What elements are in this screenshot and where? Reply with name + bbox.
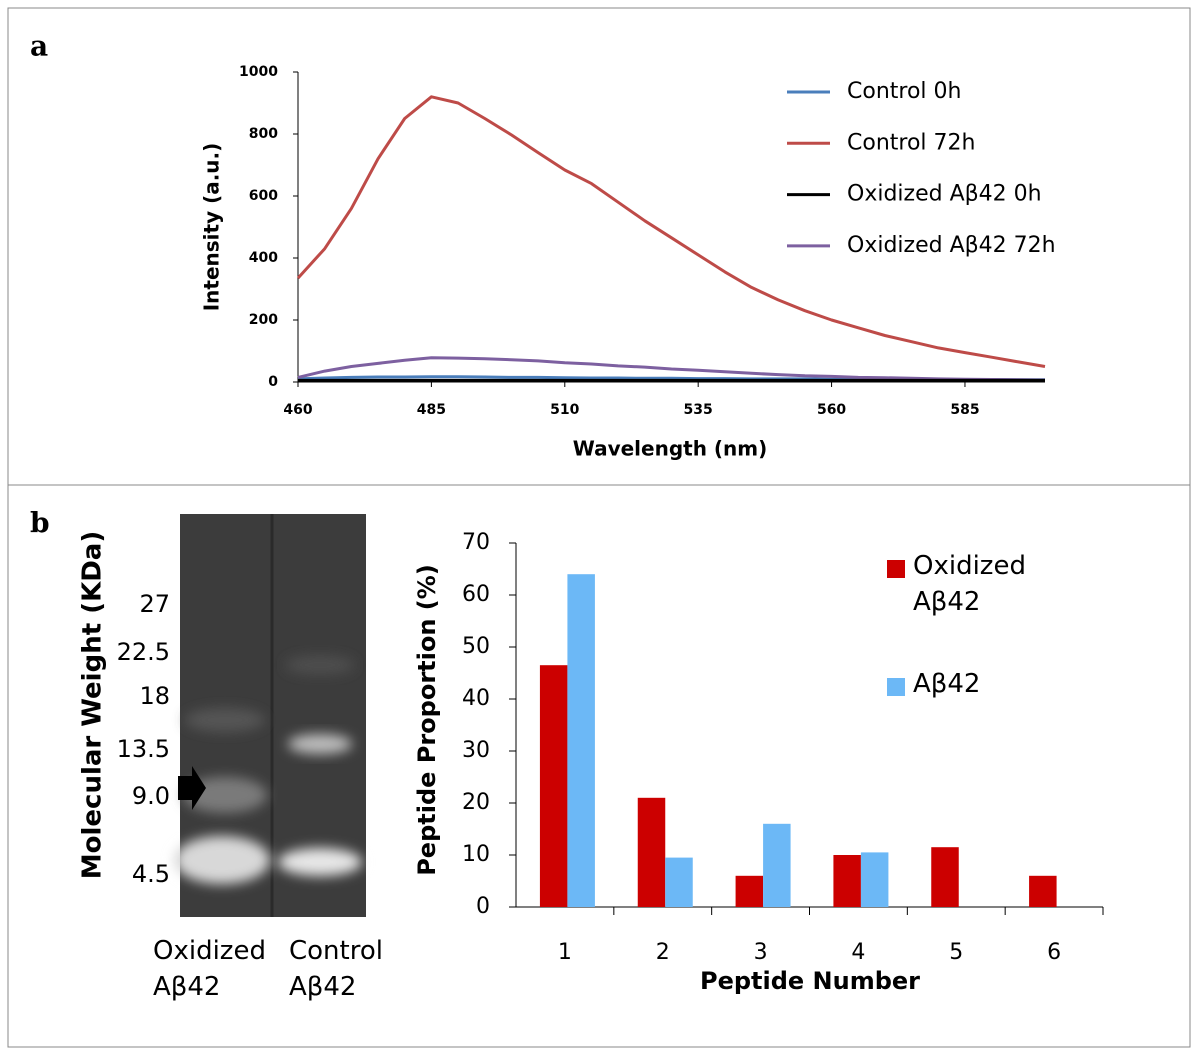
- legend-swatch: [887, 560, 905, 578]
- gel-marker: 27: [139, 590, 170, 618]
- bar: [735, 875, 764, 907]
- x-tick-label: 510: [550, 402, 579, 418]
- bar: [860, 852, 889, 907]
- line-series: [297, 356, 1046, 382]
- y-tick-label: 200: [249, 312, 278, 328]
- x-tick-label: 585: [950, 402, 979, 418]
- x-axis-label: Peptide Number: [700, 967, 920, 995]
- y-tick-label: 20: [462, 790, 490, 815]
- x-tick-label: 5: [949, 940, 963, 965]
- gel-y-label: Molecular Weight (KDa): [78, 531, 108, 879]
- bar: [539, 665, 568, 907]
- legend-swatch: [887, 678, 905, 696]
- y-tick-label: 1000: [239, 64, 278, 80]
- bar: [1029, 875, 1057, 907]
- legend-label: Oxidized Aβ42 0h: [847, 182, 1042, 207]
- gel-lane-label: Control Aβ42: [289, 936, 383, 1003]
- y-tick-label: 10: [462, 842, 490, 867]
- bar: [637, 797, 666, 907]
- bar: [665, 857, 693, 907]
- bar: [567, 574, 595, 907]
- y-tick-label: 60: [462, 582, 490, 607]
- y-tick-label: 800: [249, 126, 278, 142]
- gel-lane-label: Oxidized Aβ42: [153, 936, 266, 1003]
- y-axis-label: Intensity (a.u.): [200, 143, 224, 312]
- x-tick-label: 3: [754, 940, 768, 965]
- x-axis-label: Wavelength (nm): [573, 437, 768, 461]
- legend-label: Aβ42: [913, 669, 981, 699]
- y-tick-label: 50: [462, 634, 490, 659]
- gel-image: [174, 514, 366, 917]
- y-tick-label: 0: [268, 374, 278, 390]
- y-tick-label: 600: [249, 188, 278, 204]
- x-tick-label: 1: [558, 940, 572, 965]
- gel-marker: 22.5: [117, 638, 170, 666]
- y-tick-label: 70: [462, 530, 490, 555]
- x-tick-label: 535: [684, 402, 713, 418]
- panel-label: a: [30, 30, 48, 63]
- gel-marker: 9.0: [132, 782, 170, 810]
- legend-label: Oxidized Aβ42: [913, 551, 1026, 618]
- x-tick-label: 460: [283, 402, 312, 418]
- y-tick-label: 40: [462, 686, 490, 711]
- legend-label: Oxidized Aβ42 72h: [847, 233, 1056, 258]
- legend-label: Control 72h: [847, 130, 975, 155]
- y-tick-label: 0: [476, 894, 490, 919]
- y-tick-label: 30: [462, 738, 490, 763]
- gel-marker: 4.5: [132, 860, 170, 888]
- line-series: [296, 95, 1046, 368]
- x-tick-label: 4: [851, 940, 865, 965]
- x-tick-label: 6: [1047, 940, 1061, 965]
- x-tick-label: 560: [817, 402, 846, 418]
- panel-frame: [7, 484, 1191, 1048]
- gel-marker: 13.5: [117, 735, 170, 763]
- y-tick-label: 400: [249, 250, 278, 266]
- gel-marker: 18: [139, 682, 170, 710]
- bar: [833, 855, 861, 907]
- x-tick-label: 485: [417, 402, 446, 418]
- x-tick-label: 2: [656, 940, 670, 965]
- legend-label: Control 0h: [847, 79, 961, 104]
- panel-label: b: [30, 507, 50, 540]
- y-axis-label: Peptide Proportion (%): [413, 564, 441, 876]
- bar: [931, 847, 959, 907]
- bar: [763, 823, 791, 907]
